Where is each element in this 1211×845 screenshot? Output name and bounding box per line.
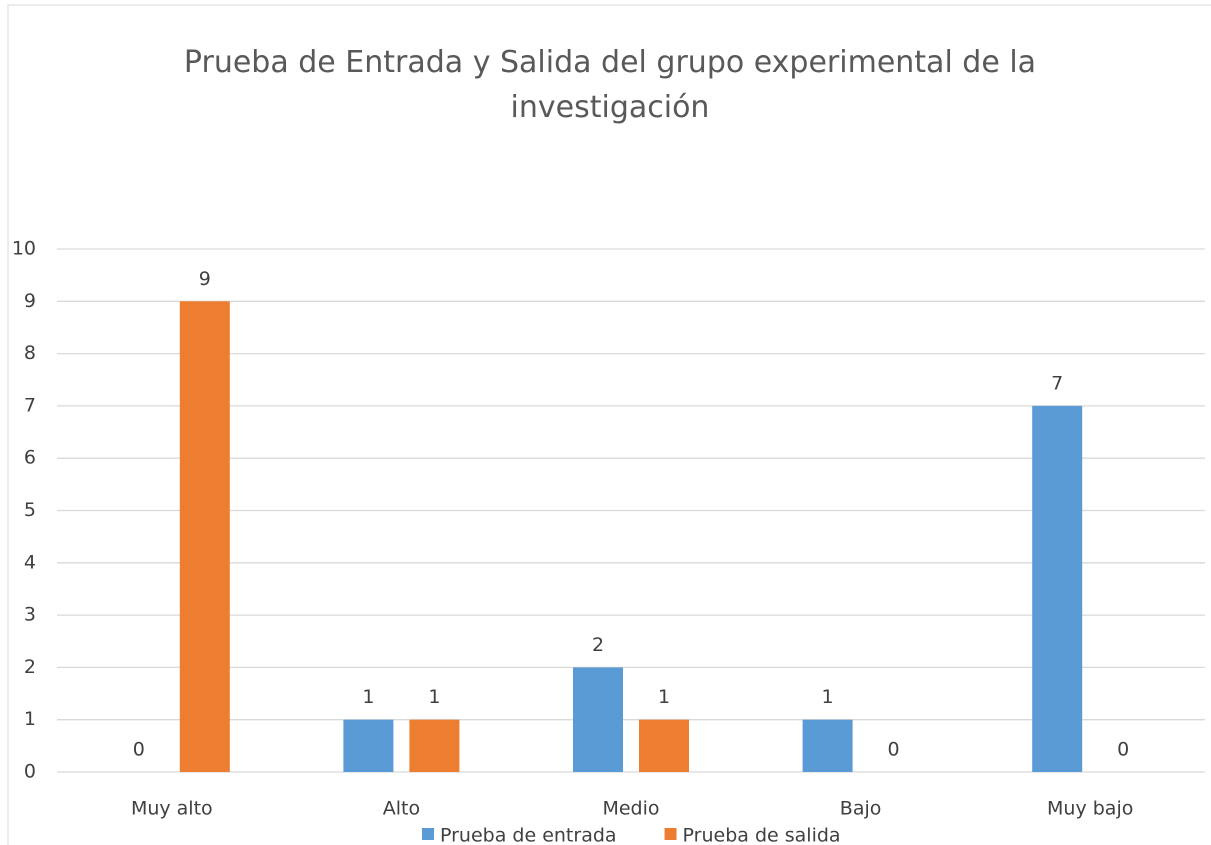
y-tick-label: 4	[24, 551, 36, 573]
bar	[179, 301, 230, 772]
data-label: 0	[133, 739, 145, 761]
x-tick-label: Medio	[602, 798, 659, 820]
x-tick-label: Alto	[383, 798, 420, 820]
bar	[639, 719, 689, 772]
data-label: 7	[1051, 372, 1063, 394]
y-tick-label: 0	[24, 761, 36, 783]
bar	[1032, 405, 1083, 772]
y-tick-label: 10	[12, 238, 36, 260]
bar	[802, 719, 853, 772]
legend-swatch	[422, 828, 434, 840]
x-tick-label: Muy bajo	[1047, 798, 1133, 820]
y-tick-label: 9	[24, 290, 36, 312]
data-label: 1	[362, 686, 374, 708]
data-label: 1	[822, 686, 834, 708]
y-tick-label: 3	[24, 604, 36, 626]
data-label: 0	[888, 739, 900, 761]
data-label: 2	[592, 634, 604, 656]
y-tick-label: 2	[24, 656, 36, 678]
bar	[409, 719, 460, 772]
y-tick-label: 5	[24, 499, 36, 521]
legend-label: Prueba de salida	[683, 825, 841, 845]
chart-title: Prueba de Entrada y Salida del grupo exp…	[183, 45, 1037, 125]
x-tick-label: Muy alto	[131, 798, 213, 820]
data-label: 0	[1117, 739, 1129, 761]
x-tick-label: Bajo	[840, 798, 882, 820]
y-tick-label: 7	[24, 394, 36, 416]
y-tick-label: 1	[24, 708, 36, 730]
y-tick-label: 6	[24, 447, 36, 469]
data-label: 9	[199, 268, 211, 290]
bar	[343, 719, 394, 772]
legend-swatch	[664, 828, 677, 840]
data-label: 1	[428, 686, 440, 708]
chart-border	[7, 4, 1211, 845]
legend-label: Prueba de entrada	[440, 825, 617, 845]
bar	[573, 667, 623, 772]
y-tick-label: 8	[24, 342, 36, 364]
data-label: 1	[658, 686, 670, 708]
